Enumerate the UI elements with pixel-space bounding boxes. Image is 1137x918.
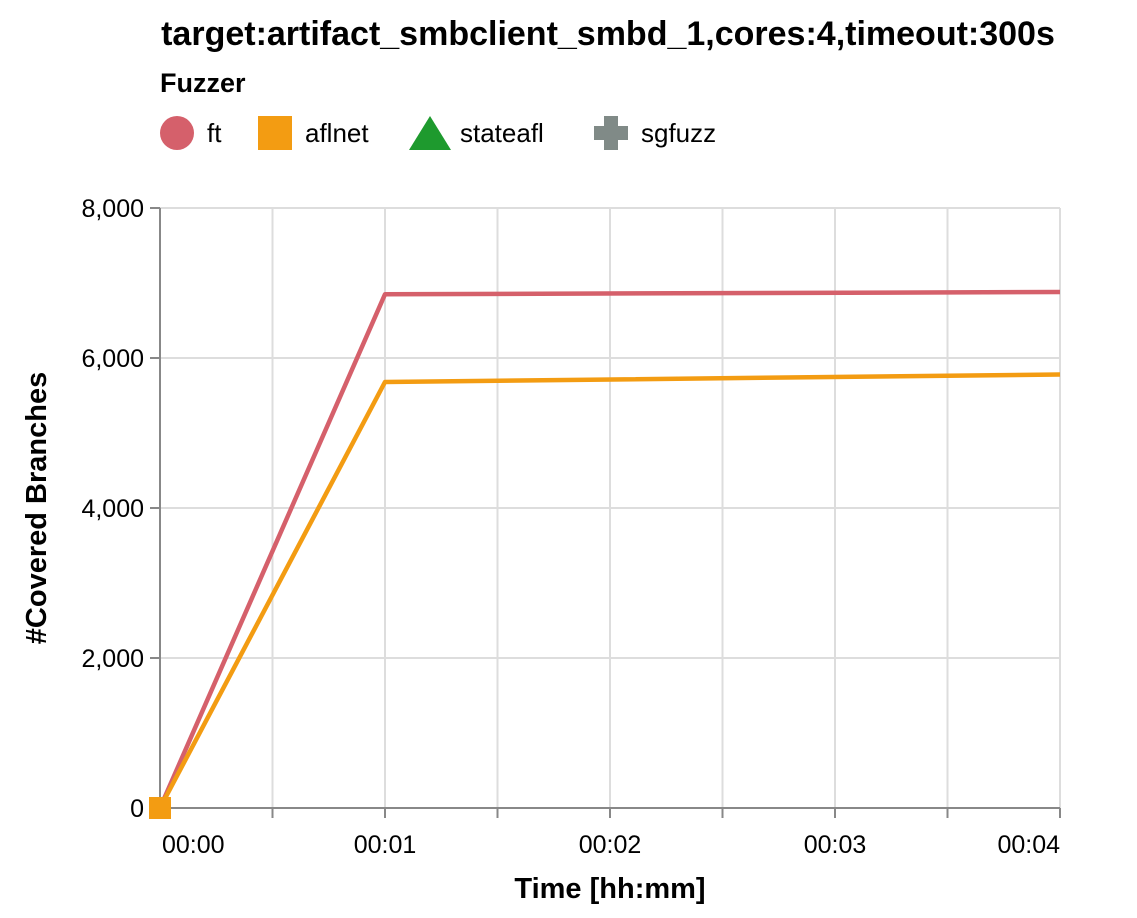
legend-symbol-aflnet <box>258 116 292 150</box>
legend-label-ft: ft <box>207 118 222 148</box>
grid <box>159 207 1061 809</box>
legend-label-sgfuzz: sgfuzz <box>641 118 716 148</box>
legend-entry-stateafl: stateafl <box>409 116 544 150</box>
x-tick-label: 00:01 <box>354 831 417 859</box>
legend-entry-ft: ft <box>160 116 222 150</box>
y-axis-title: #Covered Branches <box>21 372 53 644</box>
y-tick-label: 4,000 <box>81 495 144 523</box>
series-line-ft <box>157 289 1061 809</box>
x-tick-label: 00:02 <box>579 831 642 859</box>
x-tick-label: 00:03 <box>804 831 867 859</box>
series-marker-aflnet <box>149 797 171 819</box>
chart-title: target:artifact_smbclient_smbd_1,cores:4… <box>161 15 1055 53</box>
series-lines <box>149 289 1061 819</box>
legend-symbol-stateafl <box>409 116 451 150</box>
legend: Fuzzer ft aflnet stateafl sgfuzz <box>160 68 716 150</box>
series-line-aflnet <box>158 372 1061 810</box>
x-tick-label: 00:04 <box>997 831 1060 859</box>
legend-label-stateafl: stateafl <box>460 118 544 148</box>
x-tick-label: 00:00 <box>162 831 225 859</box>
y-tick-label: 8,000 <box>81 195 144 223</box>
legend-entry-aflnet: aflnet <box>258 116 369 150</box>
x-axis-title: Time [hh:mm] <box>514 873 705 905</box>
axes <box>150 207 1061 818</box>
y-tick-label: 6,000 <box>81 345 144 373</box>
legend-symbol-sgfuzz <box>594 116 628 150</box>
y-tick-label: 0 <box>130 795 144 823</box>
y-tick-label: 2,000 <box>81 645 144 673</box>
legend-label-aflnet: aflnet <box>305 118 369 148</box>
tick-labels: 0 2,000 4,000 6,000 8,000 00:00 00:01 00:02 00:0… <box>81 195 1060 859</box>
legend-symbol-ft <box>160 116 194 150</box>
legend-entry-sgfuzz: sgfuzz <box>594 116 716 150</box>
legend-title: Fuzzer <box>160 68 246 98</box>
